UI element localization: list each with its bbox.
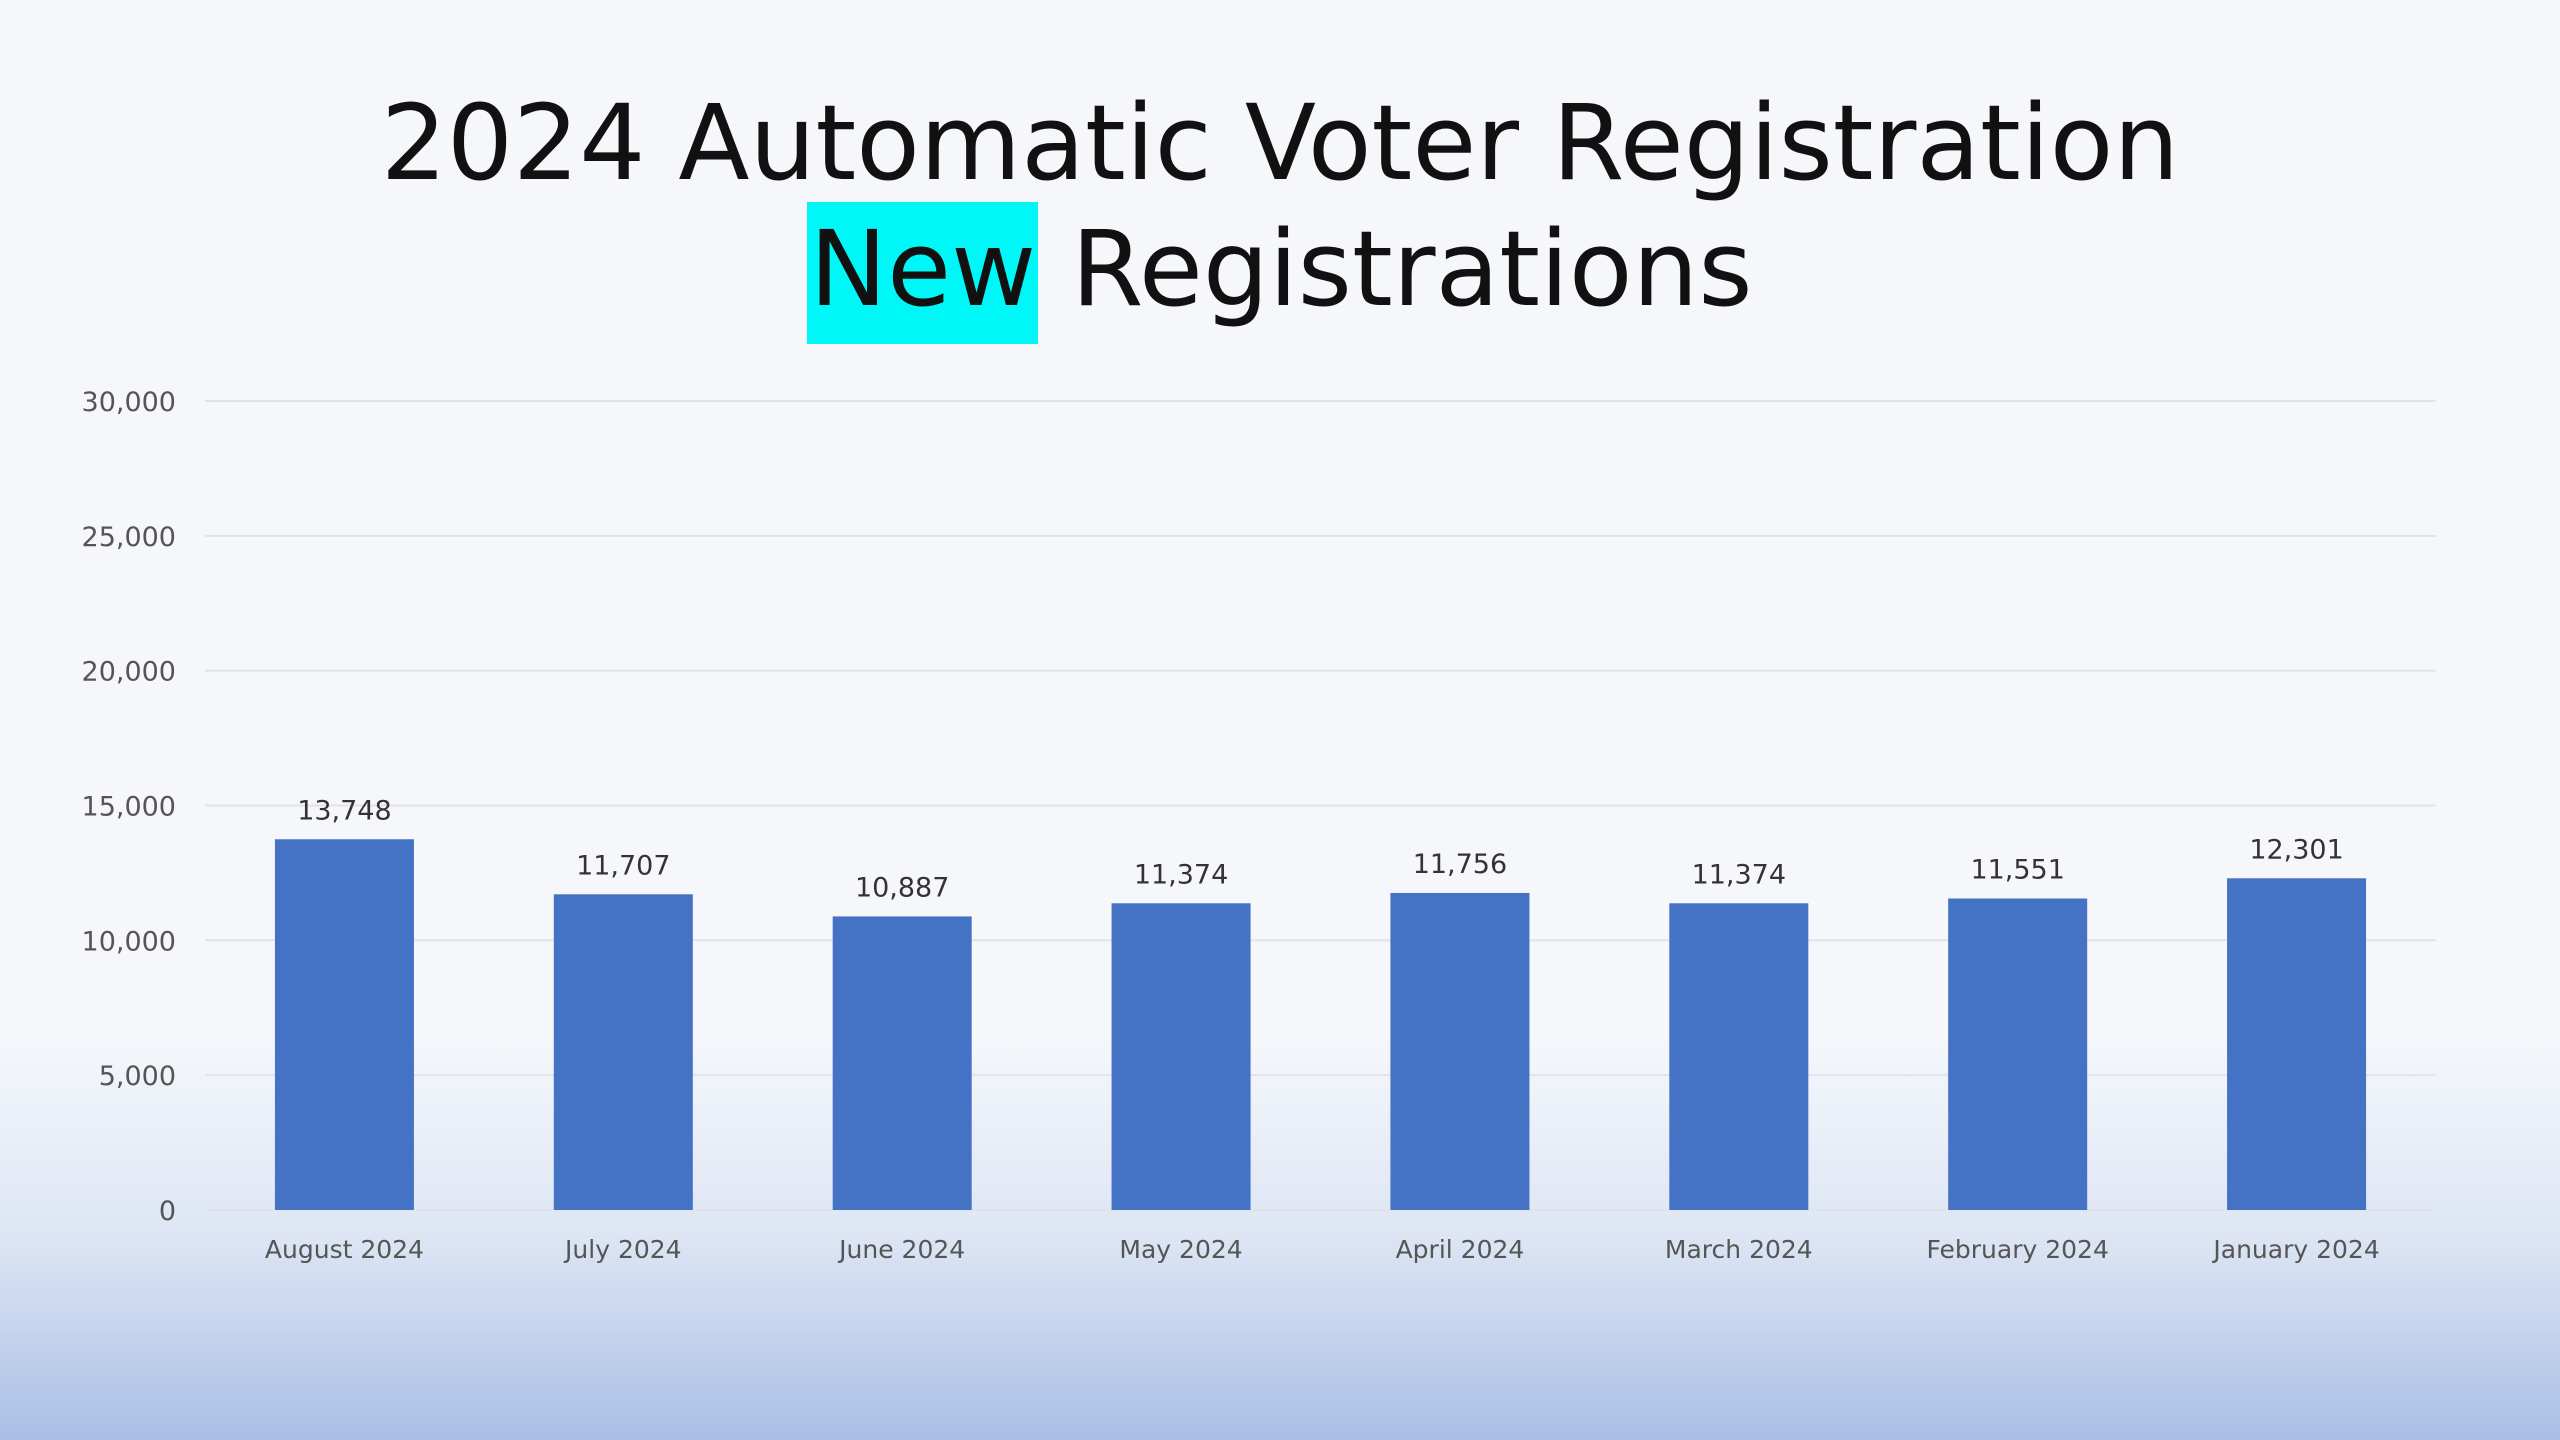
chart-gridlines xyxy=(205,400,2436,1211)
bar xyxy=(1948,898,2088,1210)
title-line-2-rest: Registrations xyxy=(1038,208,1753,330)
x-tick-label: May 2024 xyxy=(1119,1235,1242,1264)
bar xyxy=(1111,903,1251,1210)
x-tick-label: August 2024 xyxy=(265,1235,424,1264)
bar xyxy=(832,916,972,1210)
chart-bars xyxy=(274,839,2367,1210)
y-tick-label: 30,000 xyxy=(82,387,176,418)
y-axis-tick-labels: 0 5,000 10,000 15,000 20,000 25,000 30,000 xyxy=(82,387,176,1227)
data-label: 12,301 xyxy=(2249,834,2343,865)
title-line-1: 2024 Automatic Voter Registration xyxy=(380,82,2180,204)
bar xyxy=(553,894,693,1210)
y-tick-label: 25,000 xyxy=(82,522,176,553)
x-tick-label: February 2024 xyxy=(1927,1235,2109,1264)
x-tick-label: June 2024 xyxy=(837,1235,965,1264)
x-axis-tick-labels: August 2024 July 2024 June 2024 May 2024 Apr… xyxy=(265,1235,2380,1264)
chart-data-labels: 13,748 11,707 10,887 11,374 11,756 11,374 11,5… xyxy=(297,795,2344,903)
x-tick-label: April 2024 xyxy=(1396,1235,1525,1264)
title-highlight-word: New xyxy=(807,202,1039,344)
data-label: 11,707 xyxy=(576,850,670,881)
y-tick-label: 20,000 xyxy=(82,657,176,688)
bar xyxy=(1669,903,1809,1210)
x-tick-label: July 2024 xyxy=(563,1235,682,1264)
x-tick-label: January 2024 xyxy=(2211,1235,2379,1264)
data-label: 10,887 xyxy=(855,872,949,903)
data-label: 13,748 xyxy=(297,795,391,826)
y-tick-label: 0 xyxy=(159,1196,176,1227)
data-label: 11,756 xyxy=(1413,849,1507,880)
bar xyxy=(274,839,414,1210)
y-tick-label: 15,000 xyxy=(82,792,176,823)
data-label: 11,374 xyxy=(1134,859,1228,890)
title-line-2: New Registrations xyxy=(0,202,2560,344)
data-label: 11,374 xyxy=(1692,859,1786,890)
bar xyxy=(2227,878,2367,1210)
y-tick-label: 5,000 xyxy=(99,1061,176,1092)
bar xyxy=(1390,892,1530,1210)
x-tick-label: March 2024 xyxy=(1665,1235,1813,1264)
data-label: 11,551 xyxy=(1970,855,2064,886)
slide-title: 2024 Automatic Voter Registration New Re… xyxy=(0,80,2560,344)
y-tick-label: 10,000 xyxy=(82,926,176,957)
